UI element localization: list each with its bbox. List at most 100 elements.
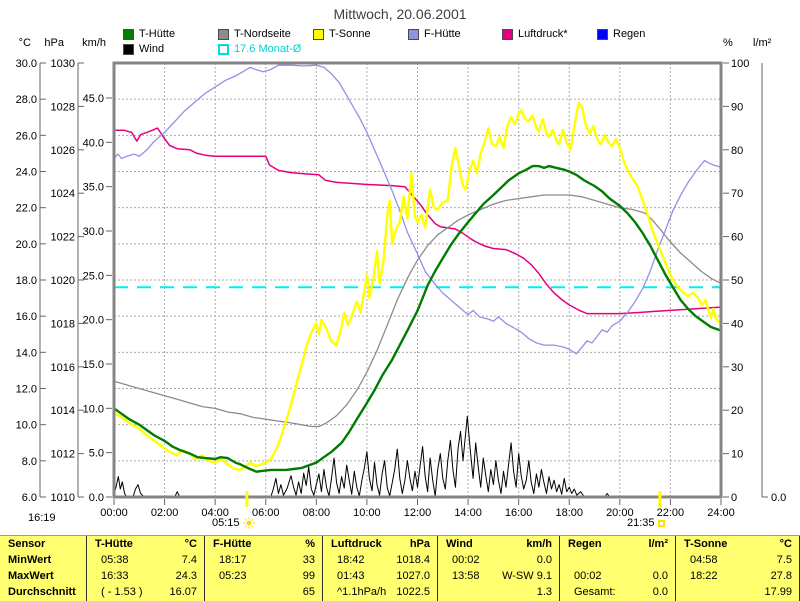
wind-tick-label: 25.0 <box>83 270 104 282</box>
celsius-tick-label: 12.0 <box>16 384 37 396</box>
legend-label: Wind <box>139 43 165 55</box>
celsius-axis-header: °C <box>18 37 31 49</box>
avg-note: ^1.1hPa/h <box>337 586 387 598</box>
pressure-tick-label: 1016 <box>51 362 75 374</box>
legend-label: Luftdruck* <box>518 28 568 40</box>
time-tick-label: 12:00 <box>404 507 432 519</box>
avg-note: ( - 1.53 ) <box>101 586 143 598</box>
legend-item-luftdruck: Luftdruck* <box>502 28 568 40</box>
stats-col-unit: °C <box>184 538 197 550</box>
max-value: 27.8 <box>770 570 792 582</box>
sunrise-sun-icon <box>242 517 255 529</box>
stats-col-unit: °C <box>779 538 792 550</box>
max-value: 99 <box>302 570 315 582</box>
legend-label: T-Hütte <box>139 28 176 40</box>
legend-item-monat-mittel: 17.6 Monat-Ø <box>218 43 301 55</box>
wind-axis-header: km/h <box>82 37 106 49</box>
max-time: 13:58 <box>452 570 480 582</box>
avg-value: 65 <box>302 586 315 598</box>
time-tick-label: 16:00 <box>505 507 533 519</box>
pressure-tick-label: 1026 <box>51 145 75 157</box>
rain-axis-header: l/m² <box>753 37 772 49</box>
avg-value: 1022.5 <box>396 586 430 598</box>
celsius-tick-label: 8.0 <box>22 456 37 468</box>
celsius-tick-label: 22.0 <box>16 203 37 215</box>
sunrise-label: 05:15 <box>212 517 255 529</box>
legend-label: 17.6 Monat-Ø <box>234 43 302 55</box>
min-value: 1018.4 <box>396 554 430 566</box>
series-f-h-tte <box>113 64 722 355</box>
stats-col-unit: hPa <box>409 538 430 550</box>
stats-column-t-sonne: T-Sonne °C 04:58 7.5 18:22 27.8 17.99 <box>675 536 800 601</box>
series-t-h-tte <box>112 164 723 473</box>
celsius-tick-label: 28.0 <box>16 94 37 106</box>
legend-label: F-Hütte <box>424 28 461 40</box>
stats-row-label: MaxWert <box>8 570 54 582</box>
wind-tick-label: 10.0 <box>83 403 104 415</box>
celsius-tick-label: 10.0 <box>16 420 37 432</box>
celsius-tick-label: 14.0 <box>16 347 37 359</box>
pressure-tick-label: 1018 <box>51 318 75 330</box>
regen-color-chip <box>597 28 608 40</box>
legend-label: T-Sonne <box>329 28 371 40</box>
humidity-axis-header: % <box>723 37 733 49</box>
sunrise-time: 05:15 <box>212 517 240 529</box>
humidity-tick-label: 40 <box>731 318 743 330</box>
max-time: 01:43 <box>337 570 365 582</box>
luftdruck-color-chip <box>502 28 513 40</box>
stats-col-header: T-Sonne <box>684 538 728 550</box>
sunset-icon <box>657 519 665 527</box>
avg-value: 17.99 <box>764 586 792 598</box>
time-tick-label: 10:00 <box>353 507 381 519</box>
t-huette-color-chip <box>123 28 134 40</box>
pressure-axis-header: hPa <box>44 37 64 49</box>
max-value: 0.0 <box>652 570 668 582</box>
wind-color-chip <box>123 43 134 55</box>
humidity-tick-label: 30 <box>731 362 743 374</box>
monat-mittel-color-chip <box>218 43 229 55</box>
legend-item-wind: Wind <box>123 43 164 55</box>
min-time: 04:58 <box>690 554 718 566</box>
stats-column-t-huette: T-Hütte °C 05:38 7.4 16:33 24.3 ( - 1.53 ) 1… <box>86 536 204 601</box>
max-time: 16:33 <box>101 570 129 582</box>
humidity-tick-label: 10 <box>731 449 743 461</box>
stats-col-unit: l/m² <box>648 538 668 550</box>
max-value: W-SW 9.1 <box>502 570 552 582</box>
celsius-tick-label: 6.0 <box>22 492 37 504</box>
stats-column-luftdruck: Luftdruck hPa 18:42 1018.4 01:43 1027.0 ^1.… <box>322 536 437 601</box>
max-time: 00:02 <box>574 570 602 582</box>
max-value: 1027.0 <box>396 570 430 582</box>
stats-col-header: Wind <box>446 538 473 550</box>
avg-value: 0.0 <box>652 586 668 598</box>
pressure-tick-label: 1022 <box>51 232 75 244</box>
pressure-tick-label: 1024 <box>51 188 75 200</box>
humidity-tick-label: 20 <box>731 405 743 417</box>
avg-value: 1.3 <box>536 586 552 598</box>
stats-col-unit: km/h <box>526 538 552 550</box>
time-tick-label: 02:00 <box>151 507 179 519</box>
avg-note: Gesamt: <box>574 586 616 598</box>
stats-column-regen: Regen l/m² 00:02 0.0 Gesamt: 0.0 <box>559 536 675 601</box>
humidity-tick-label: 50 <box>731 275 743 287</box>
series-wind <box>113 415 722 498</box>
time-tick-label: 04:00 <box>201 507 229 519</box>
celsius-tick-label: 18.0 <box>16 275 37 287</box>
time-tick-label: 18:00 <box>555 507 583 519</box>
humidity-tick-label: 90 <box>731 101 743 113</box>
min-value: 0.0 <box>536 554 552 566</box>
max-time: 18:22 <box>690 570 718 582</box>
legend-label: Regen <box>613 28 646 40</box>
stats-col-header: T-Hütte <box>95 538 133 550</box>
t-nordseite-color-chip <box>218 28 229 40</box>
wind-tick-label: 0.0 <box>89 492 104 504</box>
pressure-tick-label: 1010 <box>51 492 75 504</box>
min-time: 18:17 <box>219 554 247 566</box>
stats-row-label: Sensor <box>8 538 46 550</box>
pressure-tick-label: 1012 <box>51 449 75 461</box>
time-tick-label: 14:00 <box>454 507 482 519</box>
wind-tick-label: 35.0 <box>83 182 104 194</box>
stats-row-label: MinWert <box>8 554 52 566</box>
min-time: 00:02 <box>452 554 480 566</box>
stats-col-header: Luftdruck <box>331 538 382 550</box>
